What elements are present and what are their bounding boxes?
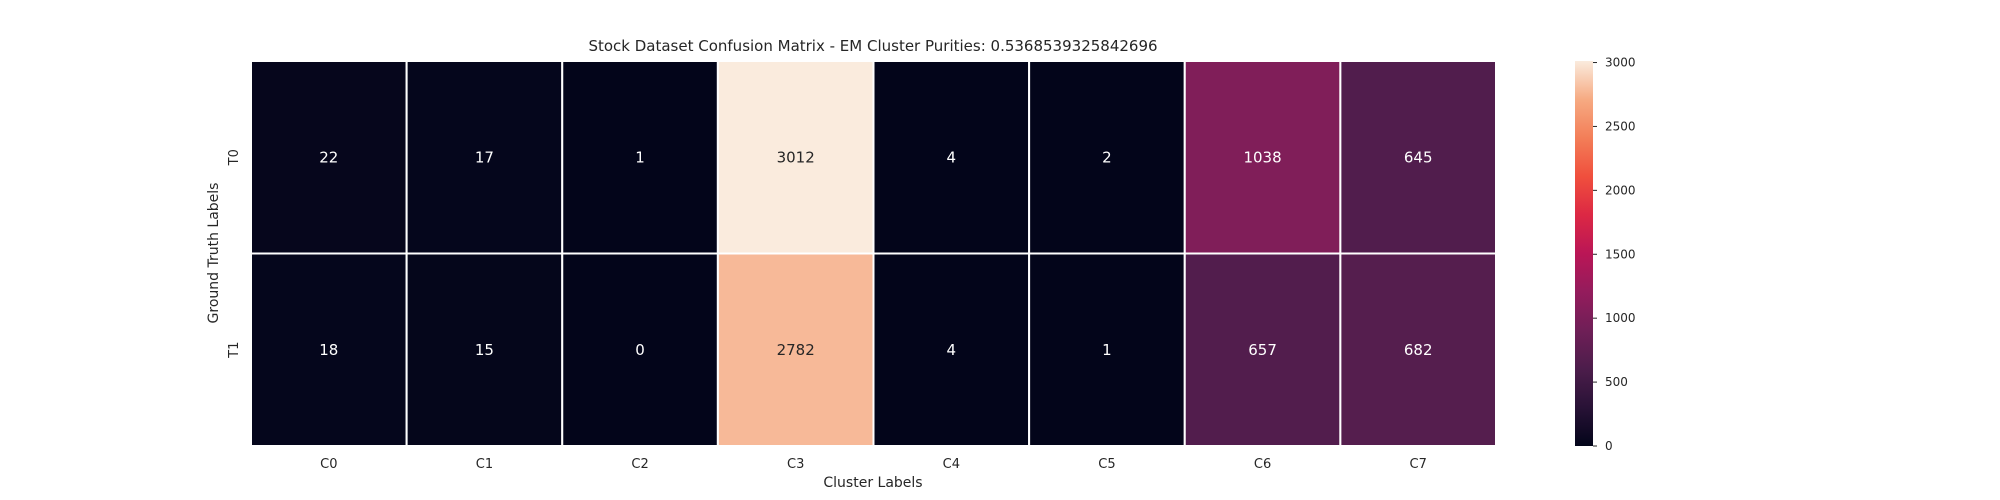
colorbar-tick-label: 0 (1605, 439, 1613, 453)
colorbar-tick-label: 3000 (1605, 56, 1636, 70)
cell-value-label: 682 (1404, 341, 1433, 359)
cell-value-label: 2 (1102, 148, 1112, 166)
cell-value-label: 1 (635, 148, 645, 166)
x-axis-label: Cluster Labels (823, 475, 922, 491)
cell-value-label: 15 (475, 341, 494, 359)
colorbar-tick-label: 2000 (1605, 183, 1636, 197)
x-tick-label: C5 (1098, 457, 1115, 472)
cell-value-label: 17 (475, 148, 494, 166)
y-tick-labels: T0 T1 (227, 149, 242, 359)
cell-value-label: 645 (1404, 148, 1433, 166)
cell-value-label: 1 (1102, 341, 1112, 359)
heatmap-cell (1028, 252, 1186, 447)
heatmap-cell (561, 60, 719, 255)
cell-value-label: 1038 (1243, 148, 1281, 166)
x-tick-label: C1 (476, 457, 493, 472)
heatmap-cell (250, 60, 408, 255)
x-tick-label: C3 (787, 457, 804, 472)
cell-value-label: 4 (947, 148, 957, 166)
x-tick-label: C6 (1254, 457, 1271, 472)
colorbar (1575, 61, 1593, 446)
colorbar-tick-label: 1500 (1605, 247, 1636, 261)
colorbar-ticks: 0 500 1000 1500 2000 2500 3000 (1593, 56, 1636, 453)
heatmap-cells: 22 17 1 3012 4 2 1038 645 18 15 0 2782 4 1 657 682 (250, 60, 1497, 447)
colorbar-tick-label: 2500 (1605, 119, 1636, 133)
cell-value-label: 657 (1248, 341, 1277, 359)
heatmap-cell (1339, 252, 1497, 447)
cell-value-label: 0 (635, 341, 645, 359)
heatmap-cell (1339, 60, 1497, 255)
heatmap-cell (1028, 60, 1186, 255)
x-tick-label: C2 (631, 457, 648, 472)
colorbar-tick-label: 500 (1605, 375, 1628, 389)
heatmap-cell (716, 60, 875, 255)
heatmap-cell (872, 60, 1031, 255)
x-tick-label: C7 (1410, 457, 1427, 472)
cell-value-label: 4 (947, 341, 957, 359)
heatmap-cell (872, 252, 1031, 447)
cell-value-label: 3012 (777, 148, 815, 166)
heatmap-cell (1183, 252, 1342, 447)
y-tick-label: T1 (227, 342, 242, 359)
chart-title: Stock Dataset Confusion Matrix - EM Clus… (588, 37, 1157, 55)
x-tick-labels: C0 C1 C2 C3 C4 C5 C6 C7 (320, 457, 1427, 472)
x-tick-label: C4 (943, 457, 960, 472)
y-axis-label: Ground Truth Labels (206, 183, 222, 324)
y-tick-label: T0 (227, 149, 242, 166)
x-tick-label: C0 (320, 457, 337, 472)
heatmap-cell (405, 60, 564, 255)
heatmap-cell (405, 252, 564, 447)
colorbar-tick-label: 1000 (1605, 311, 1636, 325)
cell-value-label: 22 (319, 148, 338, 166)
cell-value-label: 2782 (777, 341, 815, 359)
heatmap-cell (250, 252, 408, 447)
heatmap-cell (716, 252, 875, 447)
cell-value-label: 18 (319, 341, 338, 359)
